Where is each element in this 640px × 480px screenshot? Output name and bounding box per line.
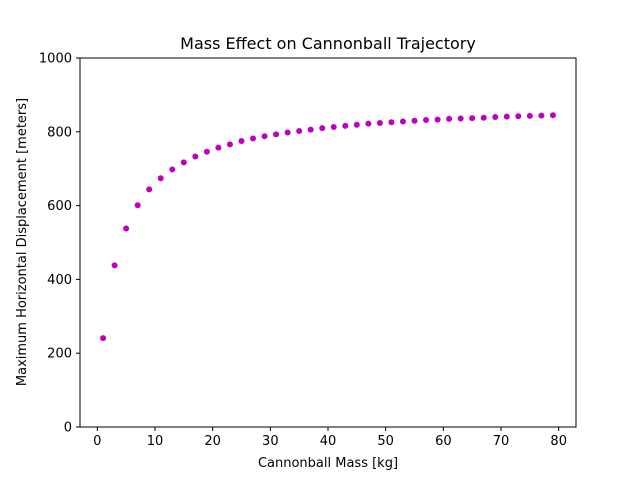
data-point [353, 121, 360, 128]
data-point [319, 125, 326, 132]
data-point [446, 115, 453, 122]
data-point [342, 122, 349, 129]
data-point [434, 116, 441, 123]
y-tick-label: 200 [47, 347, 72, 362]
data-point [365, 120, 372, 127]
data-point [157, 175, 164, 182]
data-point [515, 113, 522, 120]
x-axis-label: Cannonball Mass [kg] [258, 456, 398, 471]
data-point [526, 112, 533, 119]
data-point [180, 159, 187, 166]
data-point [134, 202, 141, 209]
y-tick-label: 800 [47, 125, 72, 140]
x-tick-label: 40 [320, 434, 337, 449]
y-tick-label: 400 [47, 273, 72, 288]
data-point [307, 126, 314, 133]
data-point [261, 133, 268, 140]
x-tick-label: 20 [204, 434, 221, 449]
data-point [169, 166, 176, 173]
data-point [215, 144, 222, 151]
chart-title: Mass Effect on Cannonball Trajectory [180, 34, 476, 53]
data-point [549, 112, 556, 119]
data-point [423, 116, 430, 123]
data-point [192, 153, 199, 160]
data-point [238, 138, 245, 145]
data-point [469, 115, 476, 122]
y-tick-label: 0 [64, 421, 72, 436]
data-point [296, 128, 303, 135]
data-point [250, 135, 257, 142]
plot-frame [79, 57, 577, 428]
data-point [399, 118, 406, 125]
x-tick-label: 70 [493, 434, 510, 449]
data-point [284, 129, 291, 136]
data-point [480, 114, 487, 121]
data-point [146, 186, 153, 193]
y-tick-label: 600 [47, 199, 72, 214]
data-point [330, 124, 337, 131]
data-point [538, 112, 545, 119]
y-axis-label: Maximum Horizontal Displacement [meters] [15, 98, 30, 386]
x-tick-label: 50 [377, 434, 394, 449]
data-point [111, 262, 118, 269]
x-axis-ticks: 0 10 20 30 40 50 60 70 80 [93, 427, 567, 449]
x-tick-label: 0 [93, 434, 101, 449]
data-point [376, 119, 383, 126]
data-point [273, 131, 280, 138]
x-tick-label: 10 [147, 434, 164, 449]
data-point [203, 148, 210, 155]
x-tick-label: 60 [435, 434, 452, 449]
data-point [100, 335, 107, 342]
y-tick-label: 1000 [39, 52, 72, 67]
data-point [226, 141, 233, 148]
data-point [457, 115, 464, 122]
x-tick-label: 80 [550, 434, 567, 449]
data-point [503, 113, 510, 120]
y-axis-ticks: 0 200 400 600 800 1000 [39, 52, 80, 436]
data-points [100, 112, 556, 342]
data-point [123, 225, 130, 232]
x-tick-label: 30 [262, 434, 279, 449]
data-point [411, 117, 418, 124]
data-point [492, 114, 499, 121]
data-point [388, 119, 395, 126]
